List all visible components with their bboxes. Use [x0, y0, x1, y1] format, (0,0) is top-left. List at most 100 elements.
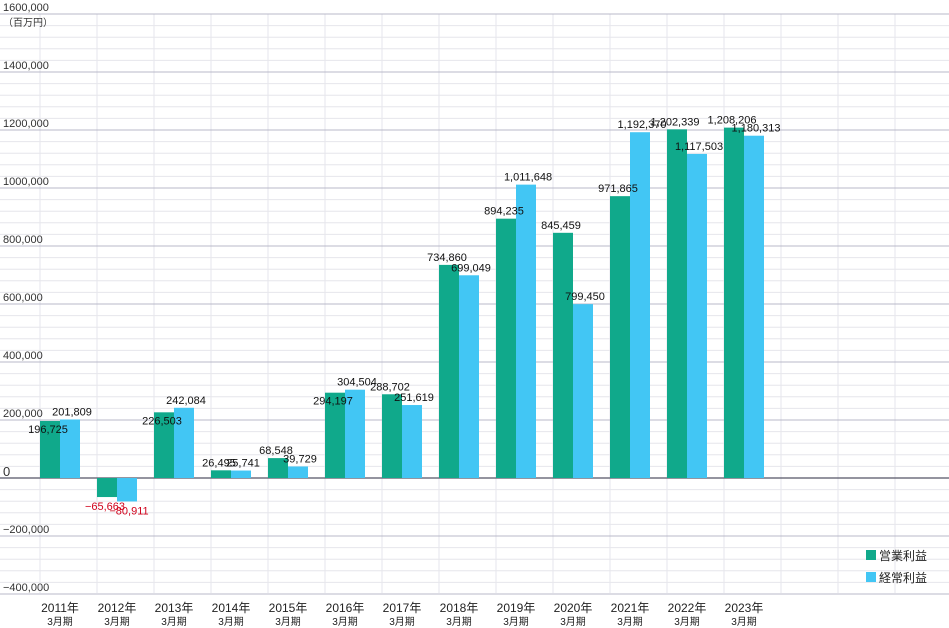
bar-ordinary-5	[345, 389, 365, 478]
bar-operating-5	[325, 392, 345, 478]
data-label-ordinary: 1,117,503	[675, 141, 723, 153]
x-tick-label: 2017年	[383, 601, 422, 615]
y-tick-label: 1600,000	[3, 2, 49, 14]
data-label-operating: 971,865	[598, 183, 638, 195]
data-label-ordinary: 39,729	[283, 453, 317, 465]
data-label-operating: 894,235	[484, 206, 524, 218]
data-label-operating: 1,202,339	[651, 116, 700, 128]
x-tick-sublabel: 3月期	[161, 616, 187, 628]
x-tick-label: 2021年	[611, 601, 650, 615]
y-tick-label: −400,000	[3, 582, 49, 594]
x-tick-sublabel: 3月期	[617, 616, 643, 628]
bar-operating-3	[211, 470, 231, 478]
y-tick-label: 400,000	[3, 350, 43, 362]
bar-operating-10	[610, 196, 630, 478]
bar-operating-7	[439, 264, 459, 478]
x-tick-sublabel: 3月期	[503, 616, 529, 628]
bar-ordinary-12	[744, 135, 764, 478]
data-label-operating: 734,860	[427, 252, 467, 264]
data-label-ordinary: 799,450	[565, 291, 605, 303]
x-tick-sublabel: 3月期	[674, 616, 700, 628]
x-tick-label: 2020年	[554, 601, 593, 615]
x-tick-sublabel: 3月期	[218, 616, 244, 628]
data-label-ordinary: 1,180,313	[732, 123, 781, 135]
legend-swatch-ordinary	[866, 572, 876, 582]
x-axis: 2011年3月期2012年3月期2013年3月期2014年3月期2015年3月期…	[41, 601, 763, 628]
x-tick-sublabel: 3月期	[731, 616, 757, 628]
x-tick-label: 2015年	[269, 601, 308, 615]
x-tick-label: 2019年	[497, 601, 536, 615]
x-tick-label: 2014年	[212, 601, 251, 615]
y-tick-label: 1000,000	[3, 176, 49, 188]
x-tick-sublabel: 3月期	[446, 616, 472, 628]
y-unit-label: （百万円）	[3, 17, 53, 29]
data-label-ordinary: −80,911	[109, 505, 148, 517]
bar-ordinary-10	[630, 132, 650, 478]
legend-label-operating: 営業利益	[879, 548, 928, 563]
bar-operating-2	[154, 412, 174, 478]
x-tick-label: 2011年	[41, 601, 79, 615]
bar-ordinary-6	[402, 405, 422, 478]
x-tick-label: 2012年	[98, 601, 137, 615]
y-tick-label: −200,000	[3, 524, 49, 536]
bar-operating-1	[97, 478, 117, 498]
y-tick-label: 1200,000	[3, 118, 49, 130]
data-label-ordinary: 699,049	[451, 262, 491, 274]
bar-ordinary-1	[117, 478, 137, 502]
y-tick-label: 200,000	[3, 408, 43, 420]
data-label-operating: −65,663	[85, 501, 125, 513]
x-tick-sublabel: 3月期	[47, 616, 73, 628]
data-label-operating: 1,208,206	[708, 115, 757, 127]
data-label-operating: 288,702	[370, 381, 410, 393]
x-tick-label: 2013年	[155, 601, 194, 615]
data-label-ordinary: 304,504	[337, 377, 377, 389]
data-labels: 196,725 −65,663 226,503 26,495 68,548 294,197…	[28, 115, 780, 518]
legend-item-operating-profit: 営業利益	[866, 546, 946, 564]
y-tick-label: 1400,000	[3, 60, 49, 72]
data-label-operating: 196,725	[28, 424, 68, 436]
data-label-ordinary: 201,809	[52, 406, 92, 418]
bar-operating-6	[382, 394, 402, 478]
y-tick-label: 800,000	[3, 234, 43, 246]
bar-ordinary-4	[288, 466, 308, 478]
y-tick-label: 0	[3, 464, 10, 479]
y-axis: 1600,000 1400,000 1200,000 1000,000 800,000 6…	[3, 2, 53, 594]
bar-ordinary-3	[231, 470, 251, 478]
bar-ordinary-0	[60, 419, 80, 478]
data-label-ordinary: 242,084	[166, 395, 206, 407]
bar-operating-9	[553, 232, 573, 478]
y-tick-label: 600,000	[3, 292, 43, 304]
x-tick-label: 2023年	[725, 601, 764, 615]
x-tick-sublabel: 3月期	[275, 616, 301, 628]
bar-ordinary-11	[687, 153, 707, 478]
data-label-operating: 294,197	[313, 396, 353, 408]
data-label-ordinary: 251,619	[394, 392, 434, 404]
bar-ordinary-9	[573, 304, 593, 478]
bar-operating-4	[268, 458, 288, 478]
bar-operating-8	[496, 218, 516, 478]
data-label-ordinary: 25,741	[226, 458, 260, 470]
bar-series	[40, 127, 764, 502]
bar-ordinary-2	[174, 407, 194, 478]
x-tick-label: 2022年	[668, 601, 707, 615]
bar-operating-12	[724, 127, 744, 478]
x-tick-label: 2018年	[440, 601, 479, 615]
legend-label-ordinary: 経常利益	[879, 570, 928, 585]
data-label-operating: 68,548	[259, 445, 293, 457]
bar-ordinary-7	[459, 275, 479, 478]
bar-ordinary-8	[516, 184, 536, 479]
x-tick-sublabel: 3月期	[560, 616, 586, 628]
legend-item-ordinary-profit: 経常利益	[866, 568, 946, 586]
x-tick-sublabel: 3月期	[104, 616, 130, 628]
x-tick-sublabel: 3月期	[389, 616, 415, 628]
x-tick-sublabel: 3月期	[332, 616, 358, 628]
x-tick-label: 2016年	[326, 601, 365, 615]
bar-operating-0	[40, 420, 60, 478]
legend-swatch-operating	[866, 550, 876, 560]
data-label-operating: 26,495	[202, 457, 236, 469]
data-label-ordinary: 1,192,370	[618, 119, 667, 131]
data-label-operating: 226,503	[142, 415, 182, 427]
data-label-operating: 845,459	[541, 220, 581, 232]
data-label-ordinary: 1,011,648	[504, 172, 552, 184]
